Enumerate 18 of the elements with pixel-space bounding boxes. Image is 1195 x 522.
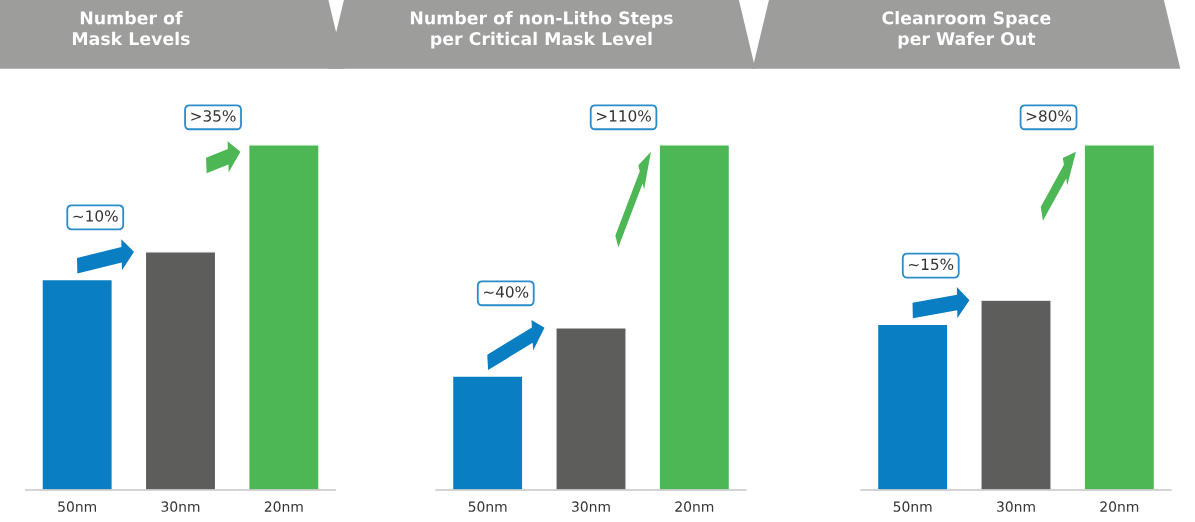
chart-title: Cleanroom Space per Wafer Out	[882, 11, 1051, 49]
chart-title: Number of Mask Levels	[72, 11, 190, 46]
x-tick-label: 20nm	[1100, 501, 1139, 512]
chart-title: Number of non-Litho Steps per Critical Mask Level	[410, 11, 673, 49]
x-tick-label: 30nm	[161, 501, 200, 512]
x-tick-label: 20nm	[264, 501, 303, 512]
x-tick-label: 20nm	[675, 501, 714, 512]
annotation: ~10%	[73, 210, 118, 222]
annotation: ~40%	[483, 286, 529, 298]
text: >110%	[596, 110, 651, 122]
x-tick-label: 50nm	[468, 501, 507, 512]
text: >35%	[191, 110, 236, 122]
x-tick-label: 30nm	[997, 501, 1035, 512]
text: >80%	[1026, 110, 1072, 122]
x-tick-label: 30nm	[572, 501, 610, 512]
x-tick-label: 50nm	[58, 501, 96, 512]
x-tick-label: 50nm	[893, 501, 932, 512]
annotation: ~15%	[908, 258, 954, 271]
